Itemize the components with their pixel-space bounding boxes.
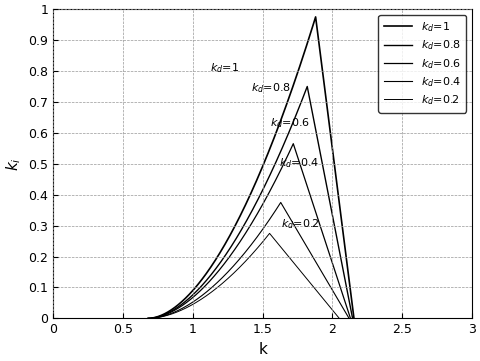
Text: $k_d$=0.8: $k_d$=0.8	[252, 81, 291, 95]
$k_d$=1	[228, 232, 233, 237]
Legend: $k_d$=1, $k_d$=0.8, $k_d$=0.6, $k_d$=0.4, $k_d$=0.2: $k_d$=1, $k_d$=0.8, $k_d$=0.6, $k_d$=0.4…	[378, 15, 467, 113]
Text: $k_d$=0.6: $k_d$=0.6	[270, 116, 310, 130]
$k_d$=0.2	[312, 287, 318, 291]
Text: $k_d$=0.4: $k_d$=0.4	[279, 156, 319, 170]
$k_d$=0.4	[145, 316, 151, 321]
$k_d$=0.2	[146, 316, 152, 321]
$k_d$=0.4	[293, 226, 299, 230]
$k_d$=0.6	[328, 256, 334, 260]
$k_d$=1	[145, 316, 151, 321]
$k_d$=0.4	[278, 200, 284, 205]
$k_d$=0.4	[323, 276, 328, 280]
$k_d$=0.6	[332, 267, 337, 271]
Line: $k_d$=1: $k_d$=1	[148, 17, 354, 318]
$k_d$=0.8	[300, 95, 306, 99]
$k_d$=0.8	[334, 236, 340, 240]
$k_d$=0.2	[336, 316, 342, 321]
$k_d$=0.6	[216, 268, 222, 272]
$k_d$=0.4	[210, 284, 216, 288]
$k_d$=0.6	[348, 316, 353, 321]
$k_d$=0.6	[145, 316, 151, 321]
$k_d$=0.2	[205, 293, 211, 297]
$k_d$=1	[340, 232, 346, 236]
$k_d$=1	[321, 82, 327, 86]
$k_d$=1	[309, 28, 314, 32]
$k_d$=0.4	[327, 284, 333, 288]
$k_d$=1	[351, 316, 357, 321]
Line: $k_d$=0.2: $k_d$=0.2	[148, 233, 339, 318]
X-axis label: k: k	[258, 342, 267, 357]
Text: $k_d$=0.2: $k_d$=0.2	[281, 217, 320, 231]
Line: $k_d$=0.8: $k_d$=0.8	[148, 87, 353, 318]
$k_d$=0.2	[282, 250, 288, 255]
$k_d$=1	[147, 316, 153, 321]
Line: $k_d$=0.4: $k_d$=0.4	[148, 203, 349, 318]
$k_d$=0.6	[147, 316, 153, 321]
$k_d$=0.8	[314, 136, 320, 140]
$k_d$=1	[313, 15, 319, 19]
$k_d$=0.4	[346, 316, 352, 321]
$k_d$=0.8	[304, 84, 310, 89]
$k_d$=0.8	[147, 316, 153, 321]
$k_d$=0.2	[145, 316, 151, 321]
$k_d$=0.2	[264, 235, 269, 239]
$k_d$=0.6	[287, 149, 292, 154]
$k_d$=0.8	[223, 252, 229, 256]
$k_d$=0.4	[146, 316, 152, 321]
$k_d$=0.2	[317, 292, 323, 297]
$k_d$=0.4	[275, 205, 280, 210]
Text: $k_d$=1: $k_d$=1	[210, 61, 239, 75]
$k_d$=0.8	[145, 316, 151, 321]
Line: $k_d$=0.6: $k_d$=0.6	[148, 144, 350, 318]
$k_d$=0.6	[290, 142, 296, 146]
$k_d$=1	[338, 212, 344, 216]
Y-axis label: $k_i$: $k_i$	[4, 157, 23, 171]
$k_d$=0.8	[350, 316, 356, 321]
$k_d$=0.6	[303, 180, 309, 185]
$k_d$=0.2	[267, 231, 273, 235]
$k_d$=0.8	[337, 251, 343, 256]
